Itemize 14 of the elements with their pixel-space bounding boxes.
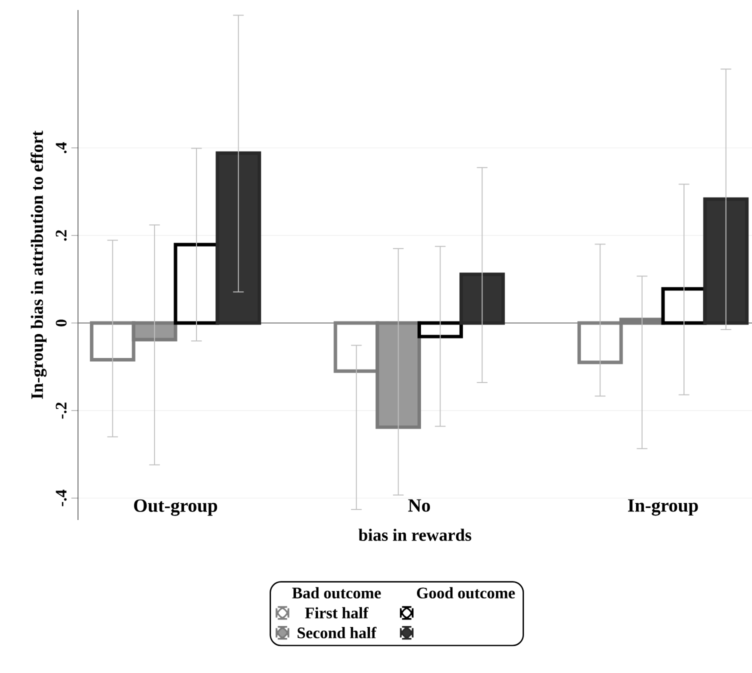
y-tick-label: -.4 [56, 490, 67, 506]
text: Bad outcome [292, 587, 381, 598]
x-axis-title: bias in rewards [358, 528, 472, 541]
y-axis-title: In-group bias in attribution to effort [30, 130, 47, 399]
legend-label: First half [305, 606, 369, 618]
x-tick-label: No [408, 499, 430, 512]
y-tick-label: 0 [56, 320, 67, 326]
y-tick-label: .4 [56, 142, 67, 154]
legend-label: Second half [298, 626, 377, 638]
text: Good outcome [416, 587, 515, 598]
x-tick-label: In-group [628, 499, 698, 516]
x-tick-label: Out-group [134, 499, 218, 516]
y-tick-label: .2 [56, 230, 67, 241]
y-tick-label: -.2 [56, 402, 67, 419]
